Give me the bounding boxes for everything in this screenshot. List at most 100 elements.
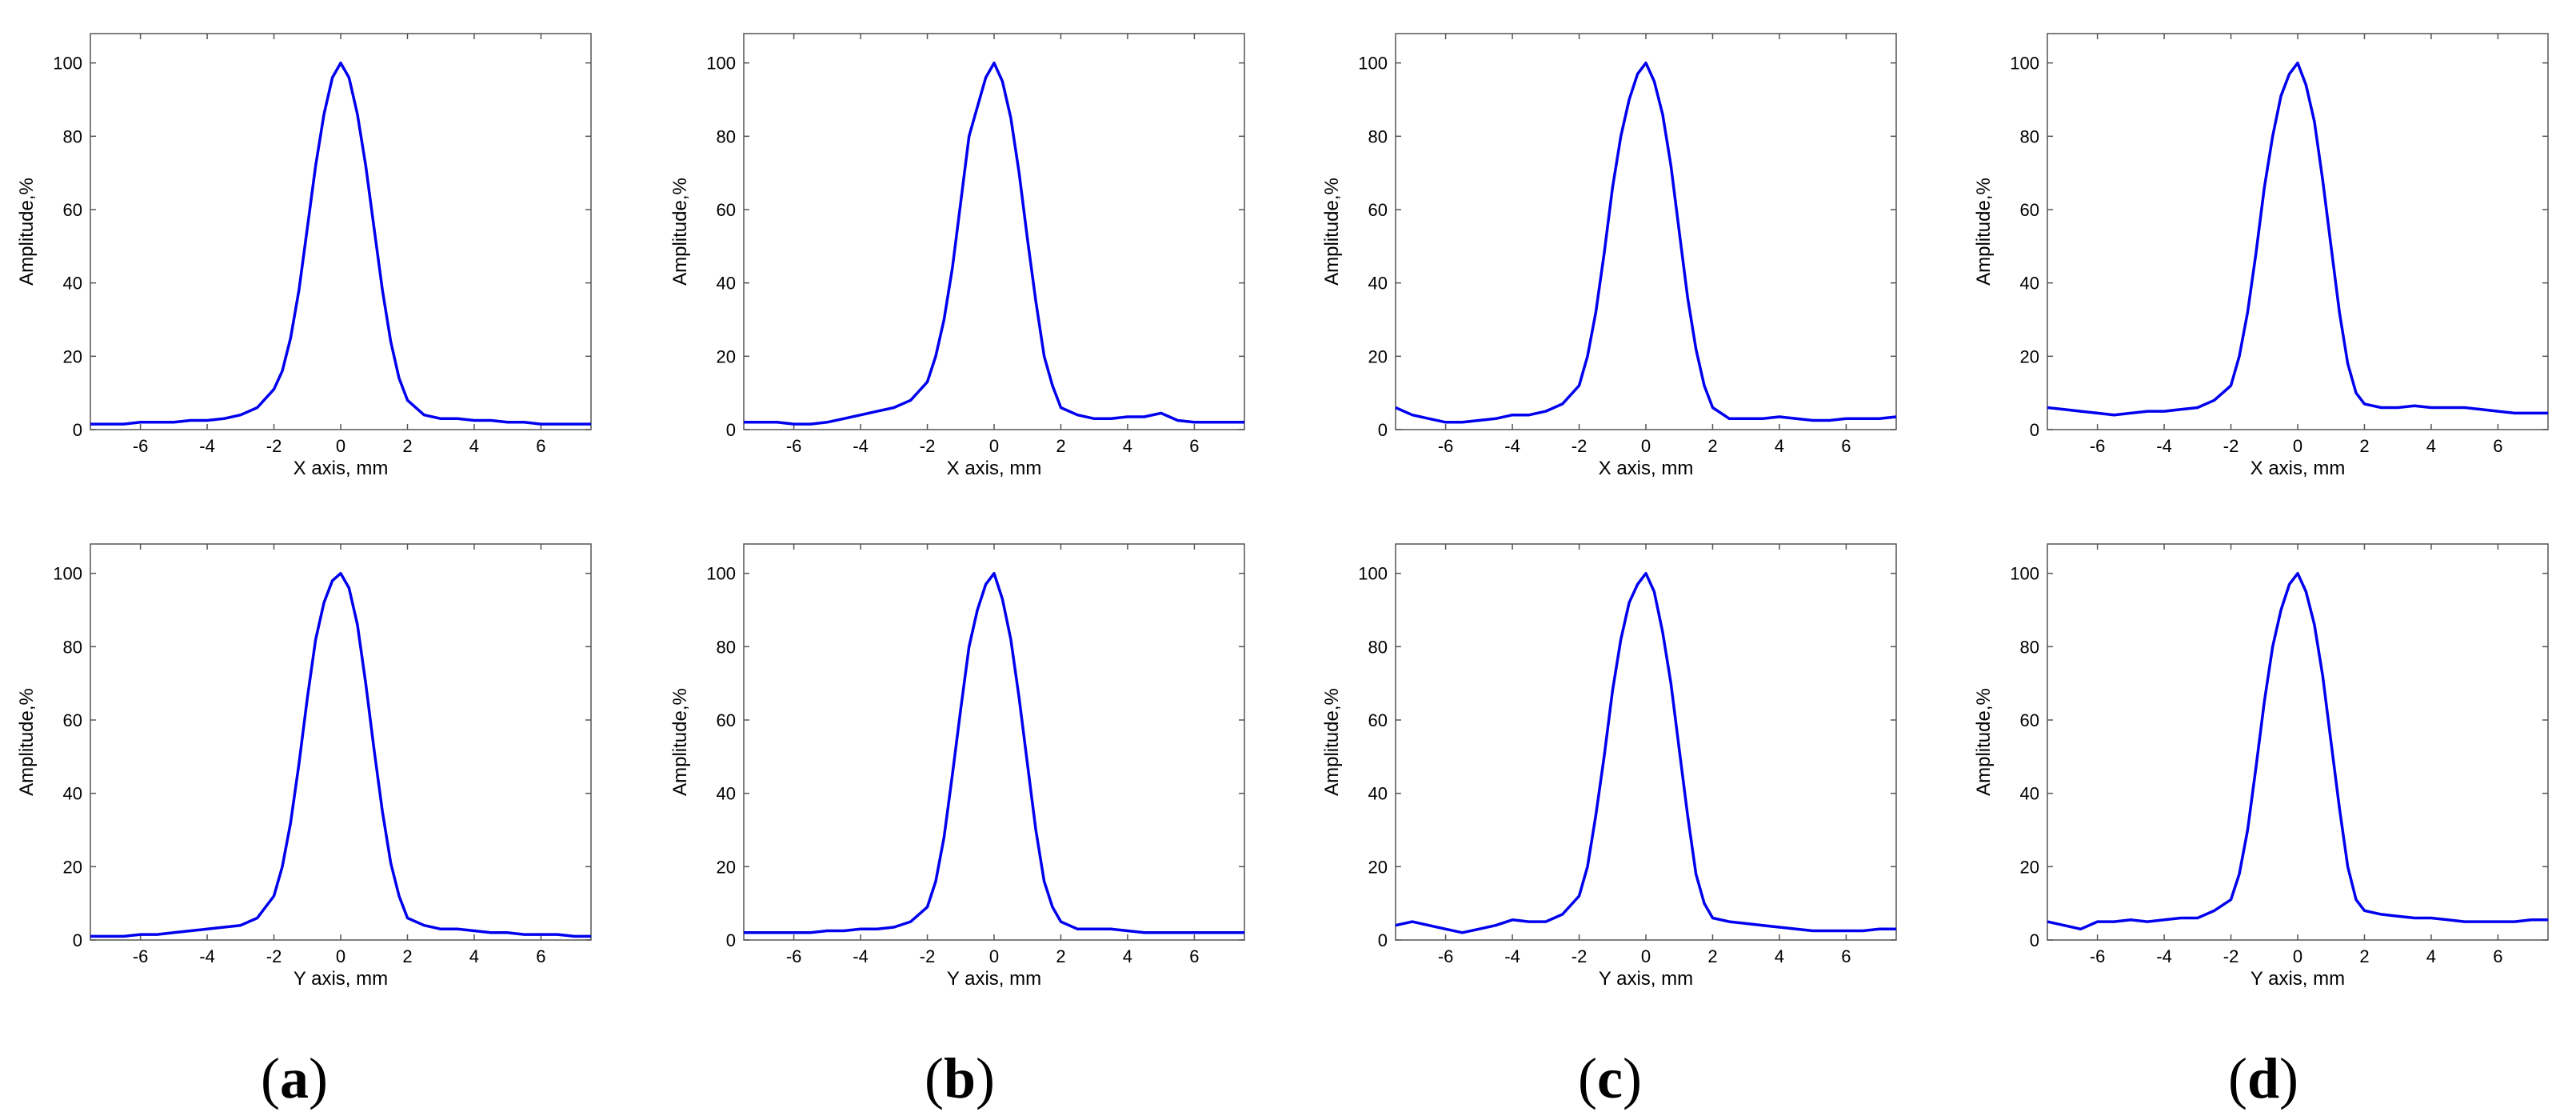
y-tick-label: 60 (63, 200, 82, 220)
x-tick-label: -6 (786, 946, 802, 966)
plot-frame (743, 543, 1245, 941)
y-tick-label: 40 (717, 784, 736, 804)
x-tick-label: -6 (2090, 946, 2106, 966)
series-line-profile (2047, 571, 2548, 931)
x-tick-label: 2 (1056, 946, 1065, 966)
x-tick-label: 0 (2293, 436, 2302, 456)
y-tick-label: 20 (63, 346, 82, 366)
x-tick-label: 4 (469, 946, 479, 966)
y-tick-label: 60 (717, 200, 736, 220)
y-tick-label: 60 (2020, 200, 2039, 220)
plot-frame (2047, 543, 2549, 941)
panel-label-c: (c) (1578, 1046, 1642, 1110)
x-axis-label: Y axis, mm (294, 968, 388, 990)
y-tick-label: 60 (63, 710, 82, 730)
plot-frame (90, 543, 592, 941)
y-tick-label: 0 (1378, 420, 1388, 440)
y-tick-label: 40 (2020, 274, 2039, 294)
series-line-profile (744, 571, 1244, 934)
y-tick-label: 40 (717, 274, 736, 294)
y-tick-label: 60 (2020, 710, 2039, 730)
x-tick-label: 4 (1123, 436, 1132, 456)
y-tick-label: 40 (1368, 274, 1388, 294)
x-tick-label: -4 (199, 436, 215, 456)
y-tick-label: 80 (717, 637, 736, 657)
x-tick-label: 2 (2359, 946, 2369, 966)
x-tick-label: -4 (2156, 436, 2172, 456)
x-tick-label: -2 (266, 436, 282, 456)
x-tick-label: 0 (336, 436, 345, 456)
y-tick-label: 80 (717, 126, 736, 146)
y-tick-label: 20 (2020, 857, 2039, 877)
x-tick-label: -2 (920, 436, 936, 456)
series-line-profile (90, 571, 591, 938)
y-axis-label: Amplitude,% (1321, 688, 1343, 796)
x-tick-label: 0 (2293, 946, 2302, 966)
plot-frame (743, 33, 1245, 430)
x-tick-label: -4 (1504, 436, 1520, 456)
x-tick-label: 6 (1841, 946, 1851, 966)
x-tick-label: -2 (920, 946, 936, 966)
x-tick-label: 6 (2493, 946, 2502, 966)
y-tick-label: 40 (63, 274, 82, 294)
x-axis-label: X axis, mm (2251, 458, 2346, 479)
series-line-profile (2047, 61, 2548, 417)
x-tick-label: 6 (1189, 436, 1199, 456)
x-tick-label: 2 (1056, 436, 1065, 456)
y-tick-label: 80 (2020, 637, 2039, 657)
x-tick-label: -4 (199, 946, 215, 966)
y-tick-label: 60 (1368, 710, 1388, 730)
x-tick-label: -6 (133, 436, 149, 456)
x-tick-label: 6 (2493, 436, 2502, 456)
y-axis-label: Amplitude,% (16, 688, 38, 796)
x-tick-label: -4 (1504, 946, 1520, 966)
y-tick-label: 100 (2010, 564, 2039, 584)
x-tick-label: 4 (2426, 436, 2436, 456)
x-tick-label: -6 (786, 436, 802, 456)
y-axis-label: Amplitude,% (669, 688, 691, 796)
plot-frame (1395, 543, 1897, 941)
y-tick-label: 20 (63, 857, 82, 877)
y-tick-label: 60 (717, 710, 736, 730)
y-axis-label: Amplitude,% (1321, 178, 1343, 286)
x-tick-label: 4 (1775, 436, 1784, 456)
x-tick-label: -6 (1438, 436, 1454, 456)
x-tick-label: 4 (1775, 946, 1784, 966)
y-tick-label: 100 (706, 54, 736, 74)
x-tick-label: -6 (1438, 946, 1454, 966)
series-line-profile (1395, 61, 1897, 424)
x-tick-label: -2 (1572, 946, 1588, 966)
x-axis-label: X axis, mm (947, 458, 1042, 479)
y-tick-label: 20 (1368, 346, 1388, 366)
x-tick-label: -4 (853, 946, 869, 966)
y-tick-label: 100 (53, 564, 82, 584)
plot-frame (2047, 33, 2549, 430)
series-line-profile (744, 61, 1244, 426)
y-tick-label: 100 (2010, 54, 2039, 74)
x-tick-label: 6 (1841, 436, 1851, 456)
y-tick-label: 0 (73, 420, 82, 440)
y-tick-label: 100 (706, 564, 736, 584)
x-axis-label: X axis, mm (294, 458, 389, 479)
series-line-profile (1395, 571, 1896, 934)
x-axis-label: X axis, mm (1599, 458, 1694, 479)
y-tick-label: 0 (2030, 420, 2039, 440)
x-tick-label: 0 (1641, 436, 1651, 456)
y-tick-label: 0 (73, 930, 82, 950)
y-tick-label: 80 (1368, 126, 1388, 146)
y-tick-label: 20 (717, 857, 736, 877)
y-tick-label: 80 (1368, 637, 1388, 657)
x-tick-label: 4 (2426, 946, 2436, 966)
x-tick-label: 6 (536, 946, 545, 966)
x-tick-label: -2 (1572, 436, 1588, 456)
y-tick-label: 100 (1358, 54, 1388, 74)
panel-label-b: (b) (925, 1046, 995, 1110)
y-tick-label: 80 (63, 126, 82, 146)
x-tick-label: 0 (336, 946, 345, 966)
y-axis-label: Amplitude,% (16, 178, 38, 286)
